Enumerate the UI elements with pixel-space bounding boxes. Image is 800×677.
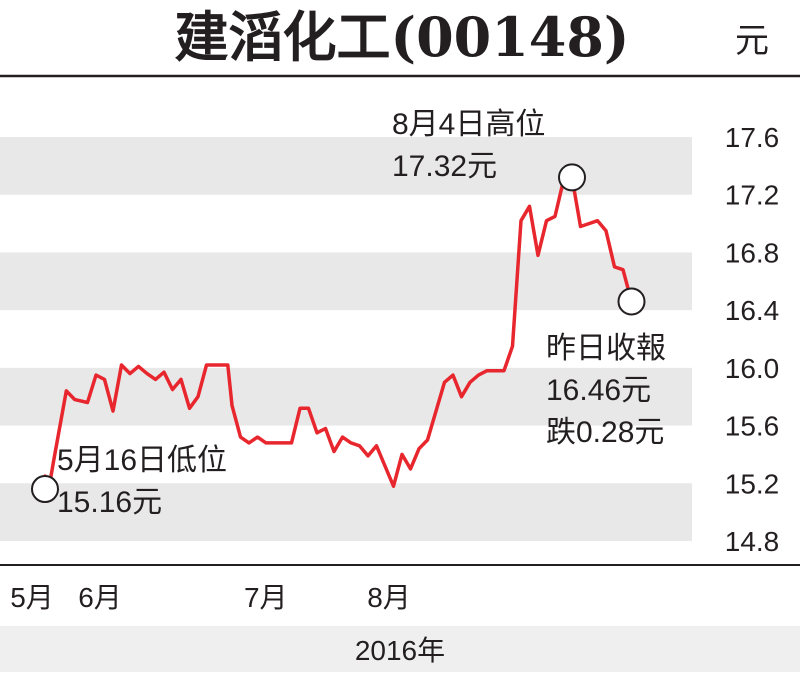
annotation-marker-last [617,287,646,316]
x-tick-label: 6月 [78,582,122,613]
grid-bands [0,137,692,541]
year-band [0,626,800,672]
y-tick-labels: 17.6 17.2 16.8 16.4 16.0 15.6 15.2 14.8 [725,122,780,557]
chart-title: 建滔化工(00148) [175,5,630,69]
annotation-text-last: 16.46元 [546,374,651,407]
grid-band [0,137,692,195]
y-tick-label: 17.6 [725,122,780,153]
grid-band [0,483,692,541]
y-tick-label: 15.2 [725,468,780,499]
annotations: 8月4日高位 17.32元 5月16日低位 15.16元 昨日收報 16.46元跌0.28… [31,108,666,519]
annotation-text-last: 跌0.28元 [546,416,664,449]
x-tick-label: 8月 [367,582,411,613]
y-tick-label: 14.8 [725,526,780,557]
x-tick-label: 7月 [244,582,288,613]
y-tick-label: 15.6 [725,411,780,442]
annotation-marker-high [558,163,586,192]
unit-label: 元 [735,22,769,60]
x-tick-labels: 5月 6月 7月 8月 [10,582,411,613]
annotation-text-high: 17.32元 [392,150,497,183]
y-tick-label: 16.4 [725,295,780,326]
annotation-text-low: 15.16元 [57,486,162,519]
grid-band [0,252,692,311]
y-tick-label: 17.2 [725,180,780,211]
series-line-price [43,175,634,488]
annotation-marker-low [31,475,59,504]
annotation-text-high: 8月4日高位 [392,108,545,141]
x-tick-label: 5月 [10,582,54,613]
x-axis-label: 2016年 [355,635,445,666]
y-tick-label: 16.8 [725,237,780,268]
y-tick-label: 16.0 [725,353,780,384]
annotation-text-low: 5月16日低位 [57,444,227,477]
annotation-text-last: 昨日收報 [546,332,666,365]
